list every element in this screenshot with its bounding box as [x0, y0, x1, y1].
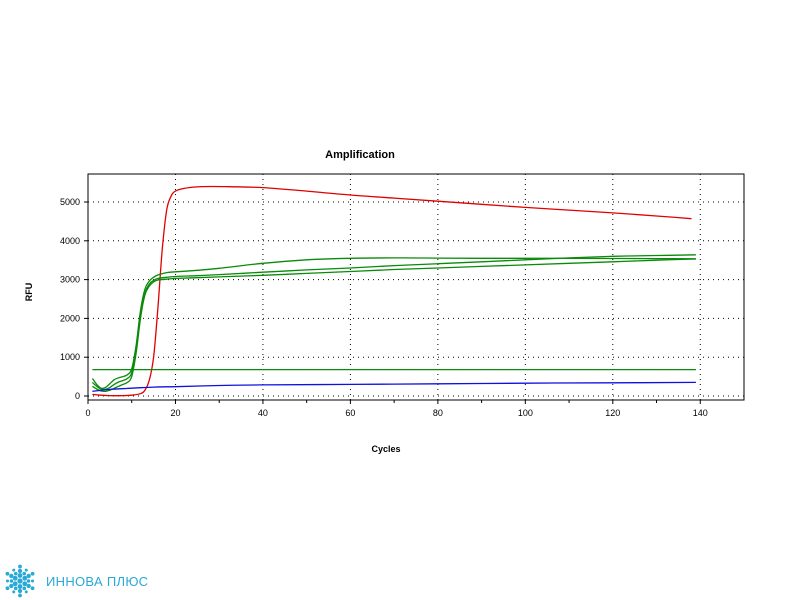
logo-dot: [22, 571, 27, 576]
x-tick-label: 40: [258, 408, 268, 418]
logo-dot: [26, 579, 31, 583]
series-lines: [91, 185, 696, 397]
logo-dot: [30, 586, 35, 591]
x-tick-label: 100: [518, 408, 533, 418]
y-tick-label: 0: [75, 391, 80, 401]
logo-dot: [12, 568, 16, 572]
plot-area-frame: [87, 173, 745, 401]
y-tick-label: 5000: [60, 197, 80, 207]
y-tick-label: 2000: [60, 313, 80, 323]
logo-dot: [13, 571, 18, 576]
logo-dot: [17, 584, 23, 589]
logo-dot: [22, 575, 28, 581]
x-tick-label: 120: [605, 408, 620, 418]
logo-dot: [17, 578, 23, 584]
logo-dot: [12, 575, 18, 581]
series-line-3: [91, 254, 696, 391]
y-axis-ticks: 0 1000 2000 3000 4000 5000: [60, 197, 88, 401]
logo-dot: [6, 579, 9, 583]
x-tick-label: 140: [693, 408, 708, 418]
logo-dot: [9, 579, 14, 583]
x-axis-label: Cycles: [371, 444, 400, 454]
logo-dot: [18, 593, 22, 598]
logo-dot: [13, 586, 18, 591]
logo-dot: [5, 571, 10, 576]
logo-dot: [9, 573, 14, 579]
logo-dot: [9, 583, 14, 589]
logo-text: ИННОВА ПЛЮС: [46, 573, 149, 589]
logo-dot: [17, 568, 23, 574]
y-axis-label: RFU: [24, 283, 34, 302]
series-line-2: [91, 257, 696, 390]
logo-dot: [26, 573, 31, 579]
logo-dot: [30, 571, 35, 576]
logo-dot: [24, 590, 28, 594]
logo-dot: [5, 586, 10, 591]
series-line-4: [92, 258, 696, 393]
logo-dot: [22, 586, 27, 591]
logo-dot: [26, 583, 31, 589]
company-logo: ИННОВА ПЛЮС: [0, 562, 148, 600]
x-tick-label: 60: [345, 408, 355, 418]
logo-dot: [12, 590, 16, 594]
logo-dot: [24, 568, 28, 572]
x-axis-ticks: 0 20 40 60 80 100 120 140: [85, 400, 708, 418]
logo-dot: [31, 579, 34, 583]
logo-dot: [22, 581, 28, 587]
logo-dot: [17, 588, 23, 594]
y-tick-label: 1000: [60, 352, 80, 362]
snowflake-logo-icon: [5, 564, 35, 598]
logo-dot: [12, 581, 18, 587]
y-tick-label: 4000: [60, 236, 80, 246]
x-tick-label: 20: [170, 408, 180, 418]
chart-title: Amplification: [325, 149, 395, 161]
series-line-1: [92, 185, 692, 397]
logo-dot: [18, 564, 22, 569]
logo-dot: [17, 573, 23, 578]
x-tick-label: 0: [85, 408, 90, 418]
series-line-6: [92, 381, 696, 392]
y-tick-label: 3000: [60, 275, 80, 285]
x-tick-label: 80: [433, 408, 443, 418]
